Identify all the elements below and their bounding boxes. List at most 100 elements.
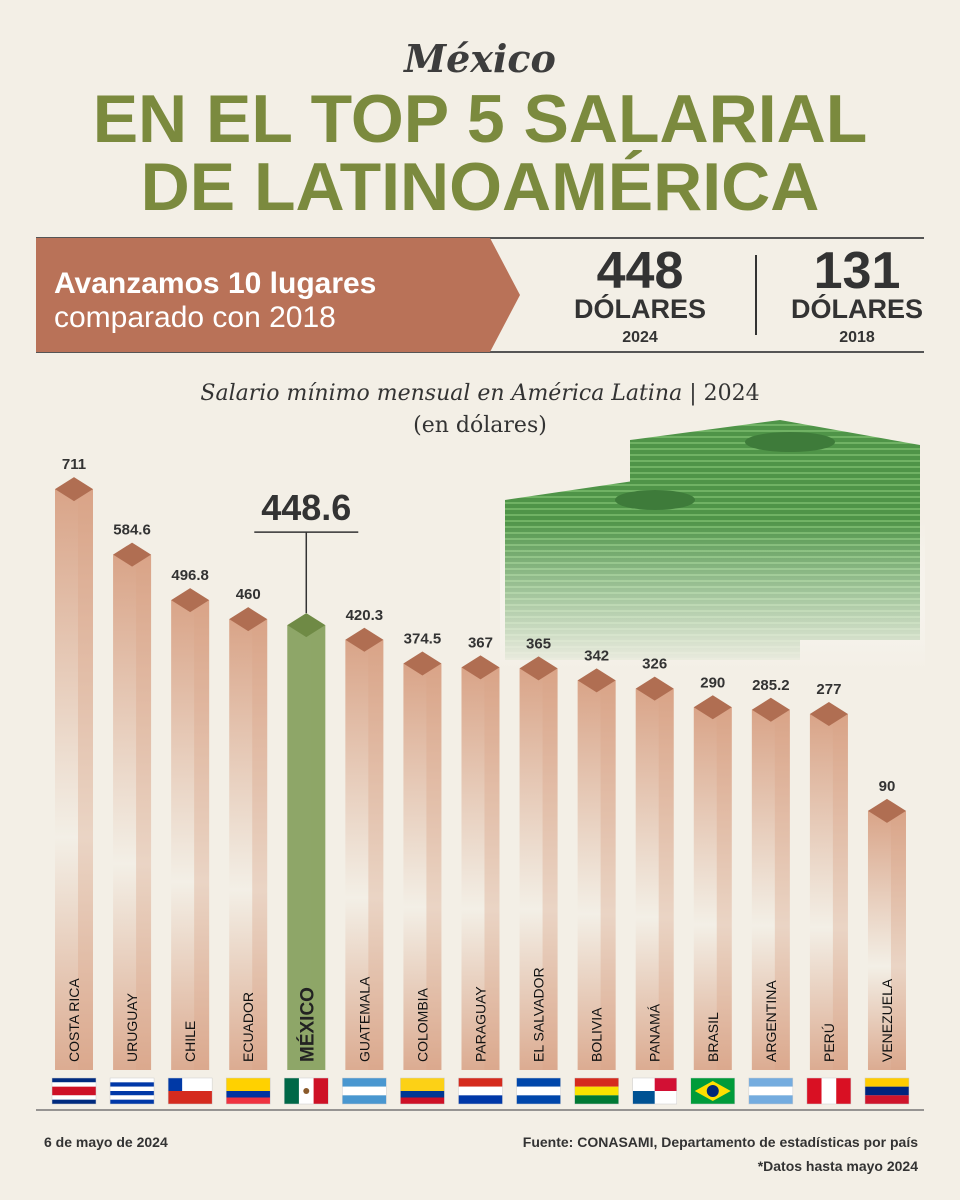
chart-title: Salario mínimo mensual en América Latina xyxy=(200,381,682,406)
flag-border xyxy=(284,1077,329,1105)
banner-text: comparado con 2018 xyxy=(54,301,336,334)
flag xyxy=(284,1078,299,1104)
value-label: 584.6 xyxy=(113,522,151,539)
chart-title-year: | 2024 xyxy=(689,381,759,406)
flag xyxy=(516,1086,561,1096)
stat-number: 131 xyxy=(814,242,901,300)
value-label: 420.3 xyxy=(346,607,384,624)
bar-side xyxy=(310,625,326,1070)
flag xyxy=(110,1095,155,1100)
flag-border xyxy=(690,1077,736,1105)
value-label: 90 xyxy=(879,778,896,795)
title: EN EL TOP 5 SALARIAL xyxy=(93,81,868,157)
value-label: 496.8 xyxy=(171,567,209,584)
flag xyxy=(342,1086,387,1096)
flag xyxy=(748,1095,793,1104)
bar-cap xyxy=(229,607,268,632)
flag xyxy=(110,1086,155,1091)
bars: 711 COSTA RICA 584.6 URUGUAY 496.8 CHILE 460 EC… xyxy=(51,456,910,1105)
flag xyxy=(342,1095,387,1104)
banner xyxy=(36,238,520,352)
flag-border xyxy=(574,1077,619,1105)
bar-cap xyxy=(519,656,558,681)
bar-side xyxy=(484,667,500,1070)
bar-cap xyxy=(55,477,93,502)
value-label: 326 xyxy=(642,656,667,673)
flag xyxy=(226,1091,271,1098)
bar-cap xyxy=(403,651,442,676)
bar xyxy=(809,714,848,1070)
category-label: PANAMÁ xyxy=(647,1003,663,1062)
flag xyxy=(864,1095,909,1104)
flag-border xyxy=(458,1077,503,1105)
flag-border xyxy=(516,1077,561,1105)
bar-cap xyxy=(113,542,152,567)
category-label: VENEZUELA xyxy=(879,978,895,1062)
bar-side xyxy=(252,619,268,1070)
bar-cap xyxy=(345,627,384,652)
bar xyxy=(751,709,790,1070)
bar-cap xyxy=(577,668,616,693)
category-label: ECUADOR xyxy=(240,992,256,1062)
value-label: 711 xyxy=(62,456,86,473)
bar xyxy=(113,554,152,1070)
money-illustration xyxy=(500,420,925,670)
footer-source: Fuente: CONASAMI, Departamento de estadí… xyxy=(523,1134,918,1150)
flag xyxy=(748,1086,793,1096)
flag xyxy=(516,1095,561,1104)
flag xyxy=(52,1099,96,1104)
flag xyxy=(806,1078,822,1104)
bar-side xyxy=(658,688,674,1070)
flag xyxy=(748,1078,793,1087)
bar xyxy=(577,680,616,1070)
flag xyxy=(821,1078,837,1104)
banner-text: Avanzamos 10 lugares xyxy=(54,267,376,300)
flag-border xyxy=(225,1077,271,1105)
category-label: PARAGUAY xyxy=(472,986,488,1062)
flag xyxy=(168,1091,213,1104)
bar-side xyxy=(78,489,93,1071)
bar xyxy=(345,639,384,1070)
stat-unit: DÓLARES xyxy=(791,293,923,324)
bar-side xyxy=(542,668,558,1070)
flag xyxy=(836,1078,851,1104)
flag xyxy=(654,1078,677,1091)
bar-side xyxy=(832,714,848,1070)
flag xyxy=(52,1095,96,1100)
bar-cap xyxy=(693,695,732,720)
flag xyxy=(458,1078,503,1087)
bar-side xyxy=(136,554,152,1070)
flag xyxy=(574,1078,619,1087)
value-label: 342 xyxy=(584,647,609,664)
value-label: 448.6 xyxy=(261,487,351,528)
flag-border xyxy=(806,1077,852,1105)
bar-cap xyxy=(751,697,790,722)
bar-cap xyxy=(461,655,500,680)
bar-side xyxy=(600,680,616,1070)
category-label: PERÚ xyxy=(821,1023,837,1062)
bar-cap xyxy=(287,613,326,638)
flag-border xyxy=(51,1077,97,1105)
flag xyxy=(52,1086,96,1096)
flag xyxy=(516,1078,561,1087)
category-label: ARGENTINA xyxy=(763,980,779,1062)
flag-border xyxy=(864,1077,910,1105)
value-label: 374.5 xyxy=(404,630,442,647)
bar xyxy=(519,668,558,1070)
flag xyxy=(632,1091,655,1104)
title: DE LATINOAMÉRICA xyxy=(141,149,820,225)
flag xyxy=(226,1097,271,1104)
flag-border xyxy=(632,1077,677,1105)
chart-subtitle: (en dólares) xyxy=(413,413,547,438)
bar xyxy=(171,600,210,1070)
bar-cap xyxy=(867,798,906,823)
bar-cap xyxy=(171,588,210,613)
bar xyxy=(229,619,268,1070)
flag-border xyxy=(400,1077,445,1105)
flag xyxy=(168,1078,183,1091)
flag xyxy=(864,1078,909,1087)
category-label: URUGUAY xyxy=(124,992,140,1062)
value-label: 365 xyxy=(526,635,551,652)
flag xyxy=(400,1091,445,1098)
